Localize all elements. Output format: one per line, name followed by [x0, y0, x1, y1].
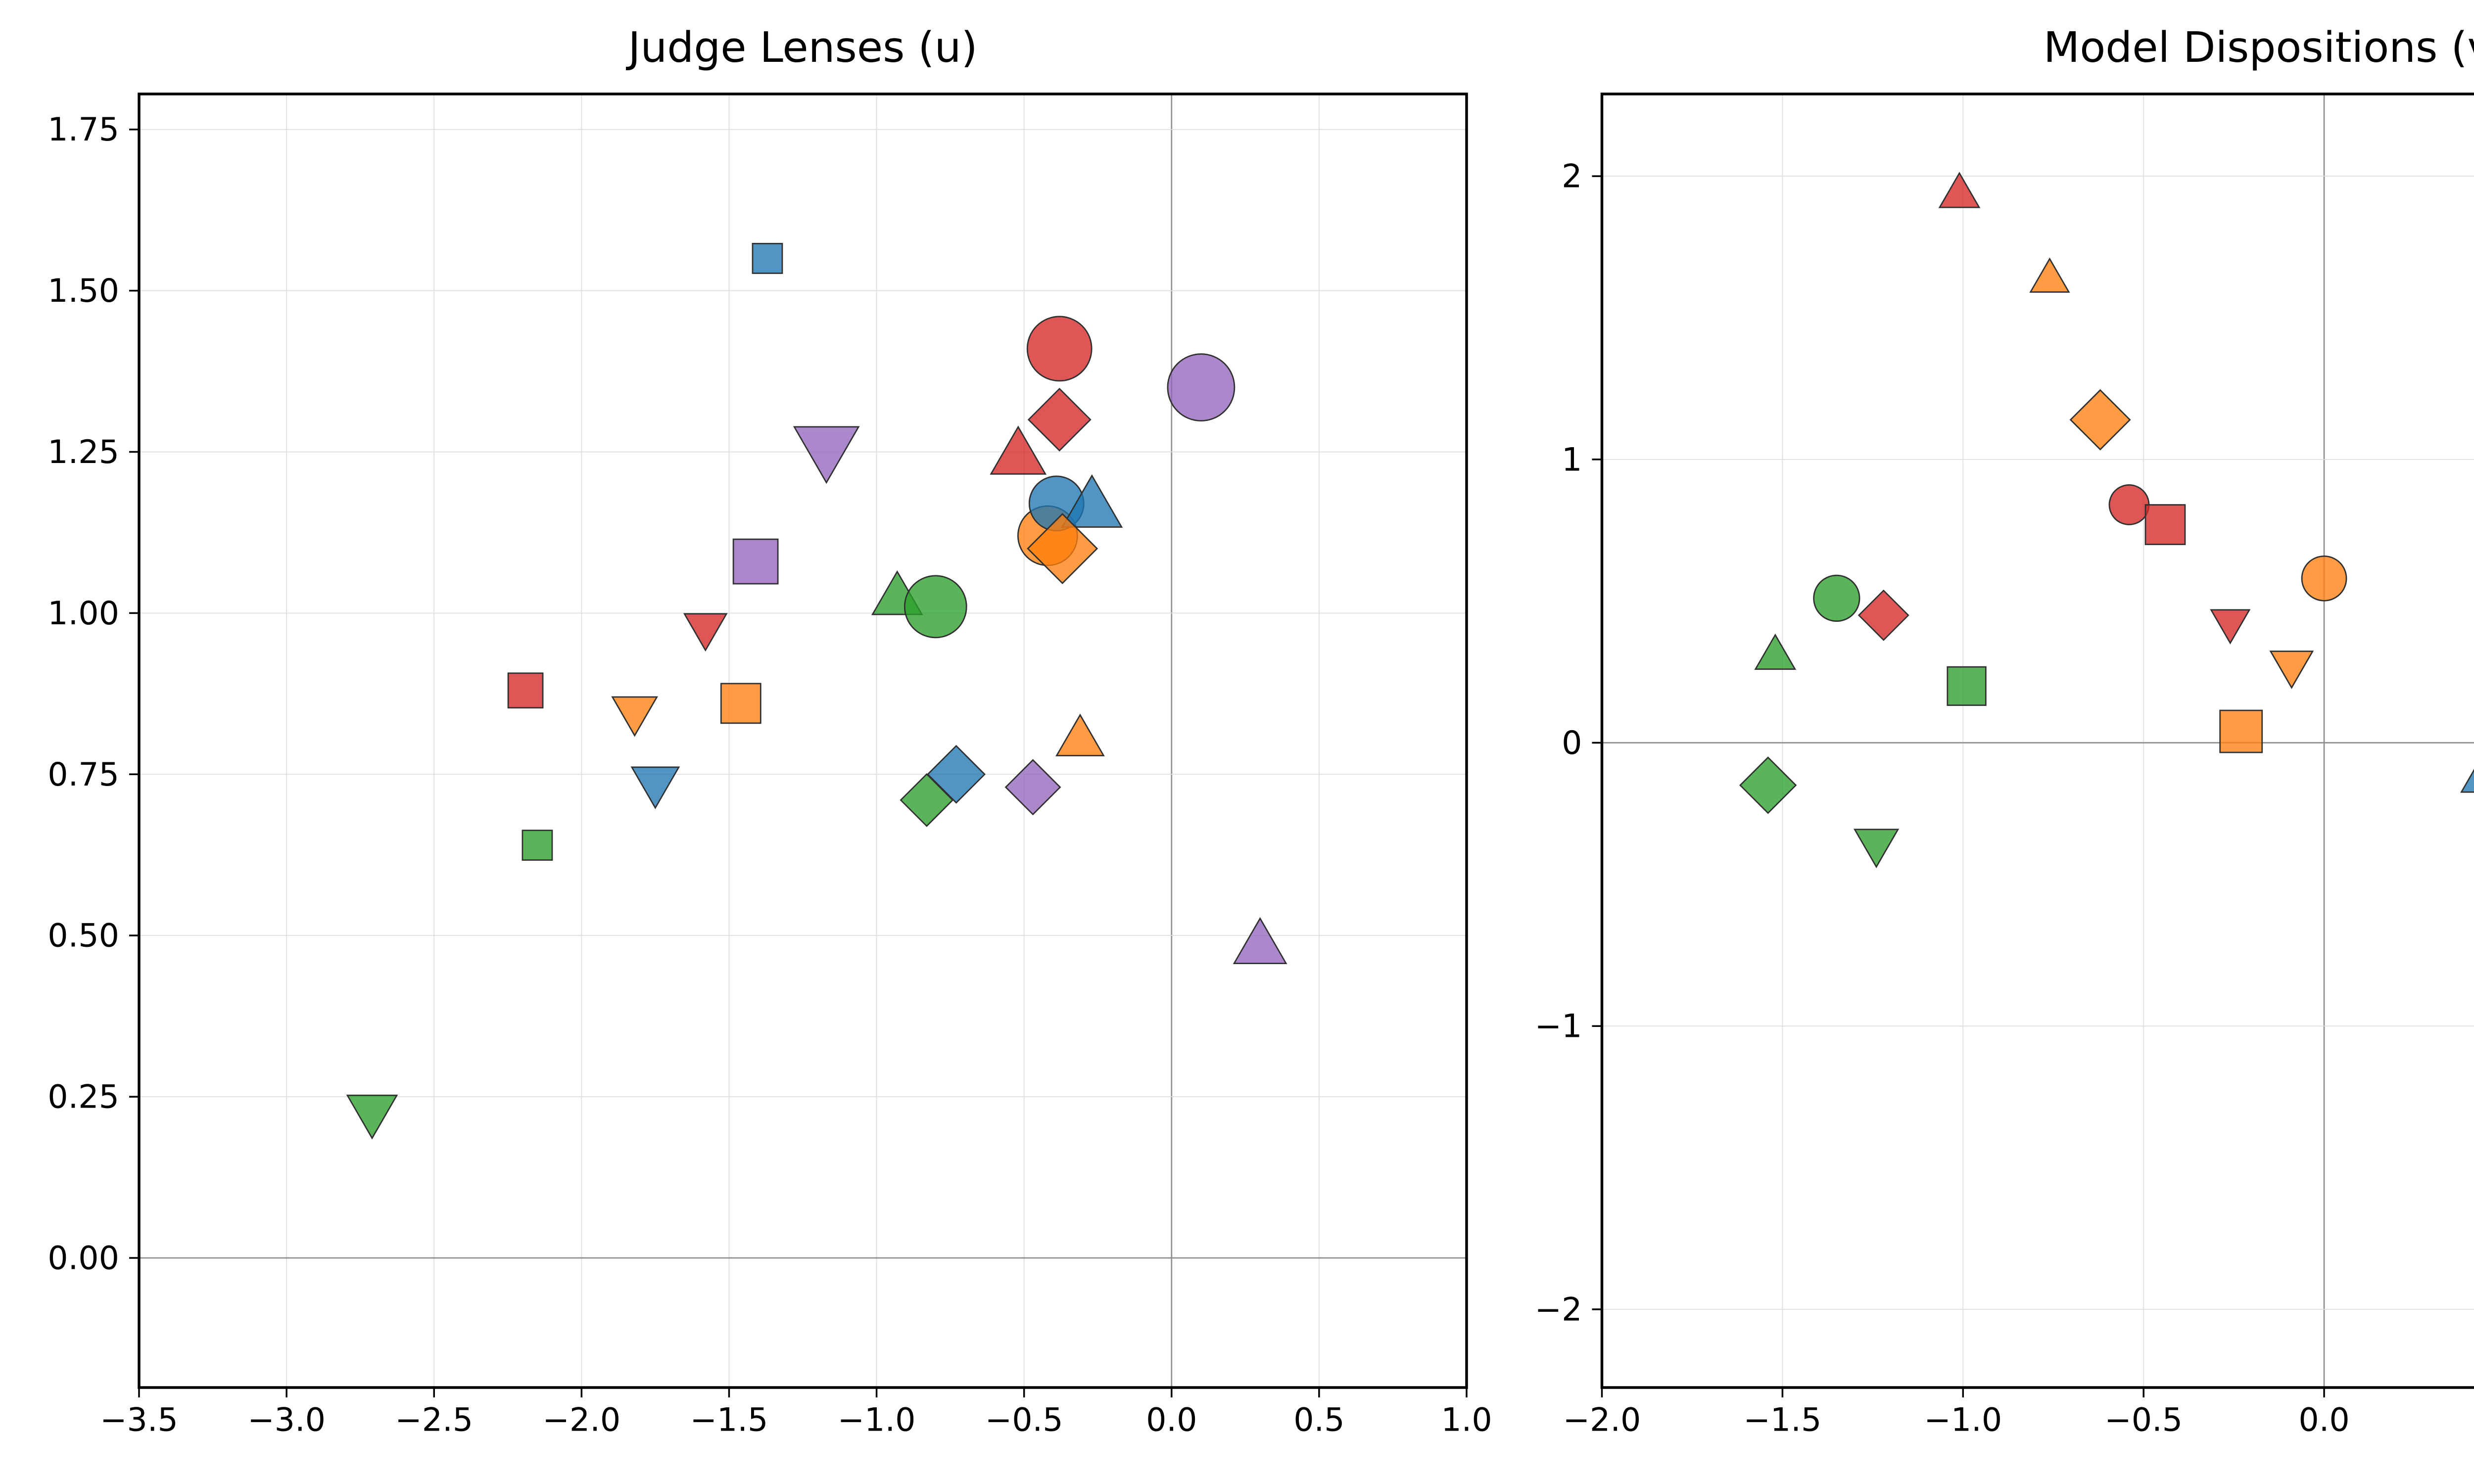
data-point-taoist-gpt-4-1 — [522, 830, 553, 861]
x-tick-label: −2.0 — [542, 1402, 620, 1439]
y-tick-label: 1.75 — [48, 111, 119, 148]
data-point-corporate-grok-4 — [1004, 759, 1061, 816]
data-point-empathetic-gemini-2-5-pro — [1938, 172, 1981, 208]
x-tick-label: −1.5 — [690, 1402, 768, 1439]
data-point-empathetic-gemini-2-5-pro — [990, 425, 1047, 475]
data-point-utilitarian-claude-4-sonnet — [2301, 555, 2347, 602]
data-point-utilitarian-gpt-4-1 — [2219, 709, 2263, 753]
x-tick-label: 0.0 — [2298, 1402, 2349, 1439]
x-tick-label: 0.5 — [1293, 1402, 1344, 1439]
x-tick-label: 1.0 — [1441, 1402, 1492, 1439]
data-point-corporate-claude-4-sonnet — [1167, 353, 1236, 422]
x-tick-label: −1.5 — [1743, 1402, 1821, 1439]
y-tick-label: 1 — [1562, 441, 1582, 478]
data-point-utilitarian-gemini-2-5-pro — [2029, 257, 2070, 293]
data-point-corporate-gpt-4-1 — [732, 538, 779, 585]
data-point-empathetic-claude-4-sonnet — [2108, 484, 2150, 525]
y-tick-label: 1.50 — [48, 273, 119, 310]
data-point-taoist-claude-4-sonnet — [904, 575, 967, 639]
x-tick-label: −0.5 — [985, 1402, 1063, 1439]
data-point-corporate-gemini-2-5-pro — [1233, 917, 1287, 964]
y-tick-label: 1.00 — [48, 595, 119, 632]
data-point-taoist-gpt-4-1 — [1947, 666, 1987, 706]
data-point-empathetic-deepseek-v3 — [2210, 609, 2251, 645]
data-point-taoist-gemini-2-5-pro — [1754, 633, 1797, 670]
data-point-empathetic-deepseek-v3 — [683, 613, 728, 652]
x-tick-label: −3.5 — [100, 1402, 178, 1439]
y-tick-label: 0.75 — [48, 756, 119, 793]
plot-border — [138, 93, 1468, 1389]
y-tick-label: 0.50 — [48, 918, 119, 955]
data-point-corporate-deepseek-v3 — [793, 426, 860, 484]
data-point-empathetic-grok-4 — [1857, 589, 1909, 641]
y-tick-label: 0.00 — [48, 1240, 119, 1277]
x-tick-label: −1.0 — [838, 1402, 916, 1439]
data-point-taoist-claude-4-sonnet — [1813, 574, 1860, 622]
y-tick-label: 2 — [1562, 158, 1582, 195]
data-point-utilitarian-grok-4 — [2069, 389, 2131, 451]
data-point-empathetic-gpt-4-1 — [507, 672, 544, 709]
data-point-neutral-gemini-2-5-pro — [1061, 474, 1123, 528]
data-point-taoist-grok-4 — [1739, 756, 1797, 814]
data-point-taoist-deepseek-v3 — [346, 1094, 398, 1140]
data-point-empathetic-gpt-4-1 — [2144, 504, 2186, 545]
data-point-empathetic-grok-4 — [1027, 387, 1092, 452]
x-tick-label: −0.5 — [2104, 1402, 2183, 1439]
left-plot-title: Judge Lenses (u) — [625, 23, 977, 72]
left-plot: −3.5 −3.0 −2.5 −2.0 −1.5 −1.0 −0.5 0.0 0.5 1.0 0.0… — [48, 93, 1492, 1439]
y-tick-label: 1.25 — [48, 434, 119, 471]
y-tick-label: 0.25 — [48, 1079, 119, 1116]
data-point-neutral-deepseek-v3 — [630, 766, 680, 809]
right-plot-title: Model Dispositions (v) — [2044, 23, 2474, 72]
data-point-utilitarian-deepseek-v3 — [611, 696, 659, 737]
data-point-empathetic-claude-4-sonnet — [1026, 316, 1093, 382]
data-point-neutral-gemini-2-5-pro — [2460, 769, 2474, 793]
data-point-neutral-grok-4 — [927, 744, 986, 804]
data-point-utilitarian-gpt-4-1 — [720, 683, 761, 724]
data-point-utilitarian-grok-4 — [1027, 513, 1098, 584]
y-tick-label: −1 — [1535, 1008, 1582, 1045]
x-tick-label: −2.0 — [1563, 1402, 1641, 1439]
data-point-taoist-deepseek-v3 — [1854, 829, 1900, 869]
y-tick-label: −2 — [1535, 1291, 1582, 1328]
x-tick-label: −2.5 — [395, 1402, 473, 1439]
x-tick-label: −3.0 — [247, 1402, 326, 1439]
data-point-neutral-gpt-4-1 — [752, 243, 783, 274]
plot-border — [1600, 93, 2474, 1389]
data-point-utilitarian-deepseek-v3 — [2269, 650, 2314, 689]
data-point-utilitarian-gemini-2-5-pro — [1055, 713, 1105, 756]
x-tick-label: 0.0 — [1146, 1402, 1197, 1439]
x-tick-label: −1.0 — [1924, 1402, 2002, 1439]
y-tick-label: 0 — [1562, 725, 1582, 762]
